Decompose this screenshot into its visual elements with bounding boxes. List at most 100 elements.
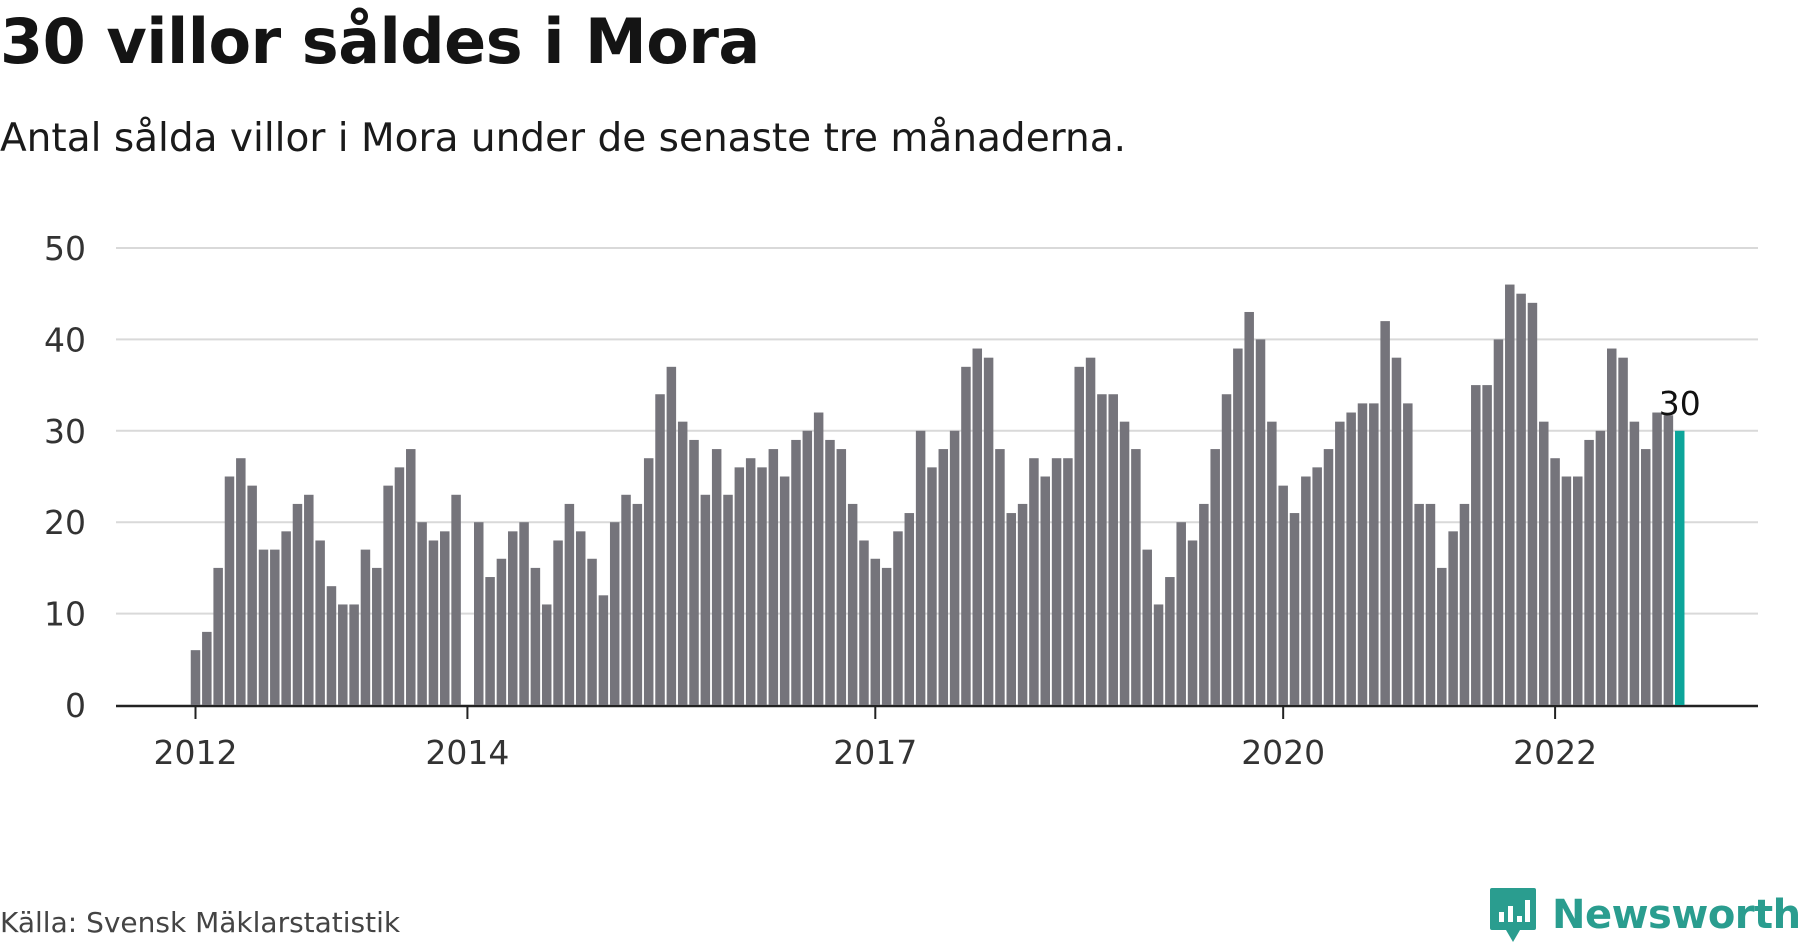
- bar: [1267, 421, 1277, 705]
- bar: [1640, 449, 1651, 705]
- bar: [1607, 348, 1617, 705]
- bar: [1097, 394, 1107, 705]
- bar: [700, 494, 711, 705]
- bar: [1527, 302, 1538, 705]
- bar: [1550, 458, 1560, 705]
- bar: [360, 549, 371, 705]
- bar: [213, 567, 223, 705]
- bar: [1471, 385, 1481, 705]
- bar: [1142, 549, 1152, 705]
- bar: [1233, 348, 1243, 705]
- bar: [281, 531, 291, 705]
- bar: [1199, 503, 1209, 705]
- bar: [1255, 339, 1266, 705]
- bar: [1516, 293, 1526, 705]
- bar: [1085, 357, 1096, 705]
- bar: [1221, 394, 1232, 705]
- y-axis-ticks: 0 10 20 30 40 50: [44, 229, 86, 725]
- bar: [1629, 421, 1640, 705]
- highlight-value-label: 30: [1659, 384, 1701, 423]
- bar: [621, 494, 631, 705]
- bar: [1278, 485, 1288, 705]
- x-axis-ticks: 2012 2014 2017 2020 2022: [154, 707, 1597, 772]
- bar: [1131, 449, 1141, 705]
- bar: [485, 577, 495, 705]
- bar: [315, 540, 325, 705]
- bar: [1335, 421, 1345, 705]
- bar: [961, 366, 971, 705]
- bar: [258, 549, 269, 705]
- bar: [1369, 403, 1379, 705]
- bar: [326, 586, 337, 705]
- bar: [394, 467, 405, 705]
- newsworthy-logo: Newsworthy: [1488, 886, 1800, 944]
- bar: [813, 412, 824, 705]
- bar: [1017, 503, 1028, 705]
- bar: [1437, 567, 1447, 705]
- bar: [270, 549, 280, 705]
- bar: [1595, 430, 1606, 705]
- bar: [1561, 476, 1572, 705]
- bar: [711, 449, 722, 705]
- bar: [655, 394, 665, 705]
- bar: [666, 366, 677, 705]
- bar: [949, 430, 960, 705]
- bar: [1380, 321, 1390, 705]
- bar: [893, 531, 903, 705]
- bar: [972, 348, 983, 705]
- bars: [190, 284, 1685, 705]
- bar: [236, 458, 246, 705]
- bar: [938, 449, 949, 705]
- y-tick-label: 50: [44, 229, 86, 268]
- bar: [304, 494, 314, 705]
- bar: [1051, 458, 1062, 705]
- bar: [689, 439, 699, 705]
- data-labels: 30: [1659, 384, 1701, 423]
- bar: [847, 503, 858, 705]
- bar: [1006, 513, 1017, 705]
- bar: [1187, 540, 1198, 705]
- x-tick-label: 2017: [833, 733, 917, 772]
- bar: [247, 485, 257, 705]
- y-tick-label: 30: [44, 412, 86, 451]
- bar: [802, 430, 813, 705]
- bar: [451, 494, 461, 705]
- bar: [768, 449, 779, 705]
- bar: [779, 476, 790, 705]
- bar: [507, 531, 518, 705]
- bar: [564, 503, 575, 705]
- bar: [496, 558, 507, 705]
- bar: [553, 540, 563, 705]
- bar-chart: 0 10 20 30 40 50 2012 2014 2017 2020 2022 30: [44, 229, 1758, 772]
- bar: [859, 540, 869, 705]
- logo-text: Newsworthy: [1552, 892, 1800, 938]
- bar: [1539, 421, 1549, 705]
- bar: [1346, 412, 1356, 705]
- bar: [440, 531, 450, 705]
- bar: [587, 558, 597, 705]
- bar: [1448, 531, 1458, 705]
- bar: [632, 503, 643, 705]
- bar: [1663, 415, 1674, 705]
- x-tick-label: 2014: [425, 733, 509, 772]
- source-note: Källa: Svensk Mäklarstatistik: [0, 906, 401, 939]
- bar: [1063, 458, 1073, 705]
- bar: [791, 439, 801, 705]
- bar: [1289, 513, 1300, 705]
- bar: [1153, 604, 1164, 705]
- bar: [519, 522, 529, 705]
- bar: [757, 467, 767, 705]
- bar: [541, 604, 552, 705]
- bar: [915, 430, 926, 705]
- bar: [1210, 449, 1220, 705]
- x-tick-label: 2020: [1241, 733, 1325, 772]
- y-tick-label: 10: [44, 595, 86, 634]
- bar: [1573, 476, 1583, 705]
- bar: [1482, 385, 1492, 705]
- bar: [1414, 503, 1424, 705]
- bar: [1074, 366, 1084, 705]
- bar: [598, 595, 609, 705]
- bar: [904, 513, 915, 705]
- bar: [1312, 467, 1322, 705]
- bar: [1403, 403, 1413, 705]
